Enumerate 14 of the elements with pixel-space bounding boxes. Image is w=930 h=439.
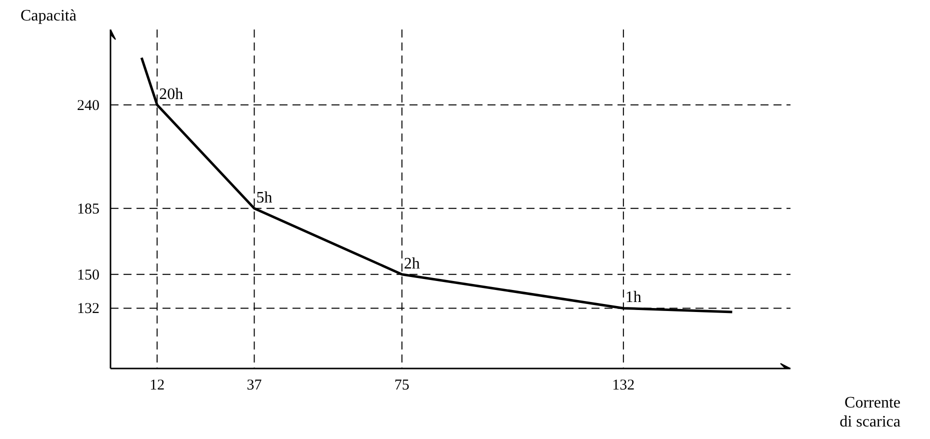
annotation: 5h (256, 189, 272, 206)
y-tick-label: 240 (77, 98, 100, 114)
x-tick-label: 37 (246, 378, 262, 394)
x-tick-label: 75 (394, 378, 410, 394)
x-tick-label: 132 (612, 378, 635, 394)
x-axis-title: Corrente di scarica (840, 394, 901, 430)
y-tick-label: 185 (77, 201, 100, 218)
y-tick-label: 132 (77, 301, 100, 318)
y-tick-label: 150 (77, 267, 100, 284)
annotation: 2h (404, 255, 420, 272)
annotation: 20h (159, 86, 184, 103)
y-axis-title: Capacità (20, 8, 76, 24)
annotation: 1h (625, 289, 642, 306)
x-tick-label: 12 (150, 378, 165, 394)
